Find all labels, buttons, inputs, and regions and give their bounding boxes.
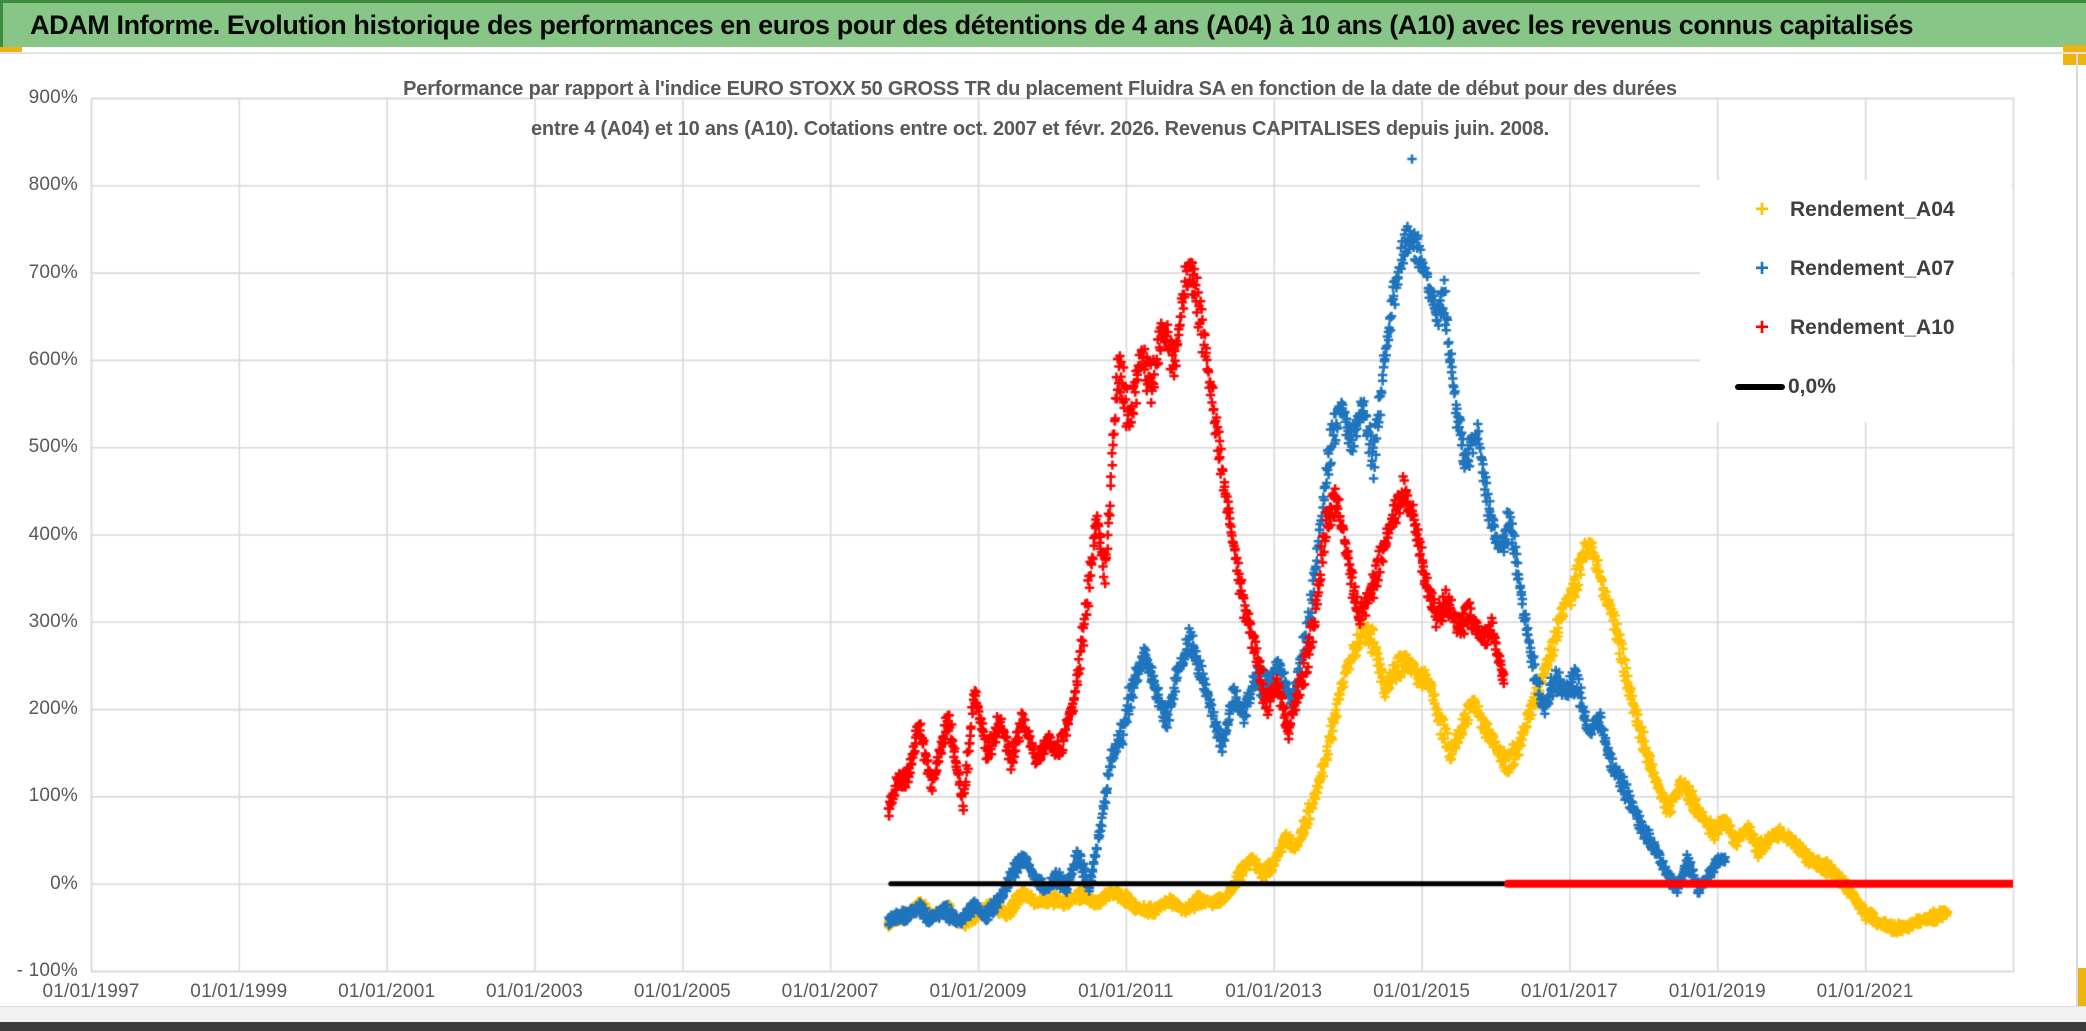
chart-title-line1: Performance par rapport à l'indice EURO … (403, 78, 1677, 100)
legend-item-zero-line[interactable]: 0,0% (1700, 357, 2012, 416)
plus-marker-icon: + (1754, 254, 1769, 282)
window-bottom-edge (0, 1022, 2086, 1031)
legend-label: Rendement_A07 (1790, 256, 1955, 280)
legend-item-rendement-a04[interactable]: + Rendement_A04 (1700, 180, 2012, 239)
chart-legend[interactable]: + Rendement_A04 + Rendement_A07 + Rendem… (1700, 180, 2012, 422)
legend-label: 0,0% (1788, 374, 1836, 398)
legend-label: Rendement_A04 (1790, 197, 1955, 221)
legend-label: Rendement_A10 (1790, 315, 1955, 339)
plus-marker-icon: + (1754, 195, 1769, 223)
legend-item-rendement-a07[interactable]: + Rendement_A07 (1700, 239, 2012, 298)
plus-marker-icon: + (1754, 313, 1769, 341)
horizontal-scrollbar[interactable] (0, 1006, 2086, 1023)
legend-item-rendement-a10[interactable]: + Rendement_A10 (1700, 298, 2012, 357)
zero-line-sample-icon (1735, 383, 1785, 390)
chart-title-line2: entre 4 (A04) et 10 ans (A10). Cotations… (531, 118, 1549, 140)
